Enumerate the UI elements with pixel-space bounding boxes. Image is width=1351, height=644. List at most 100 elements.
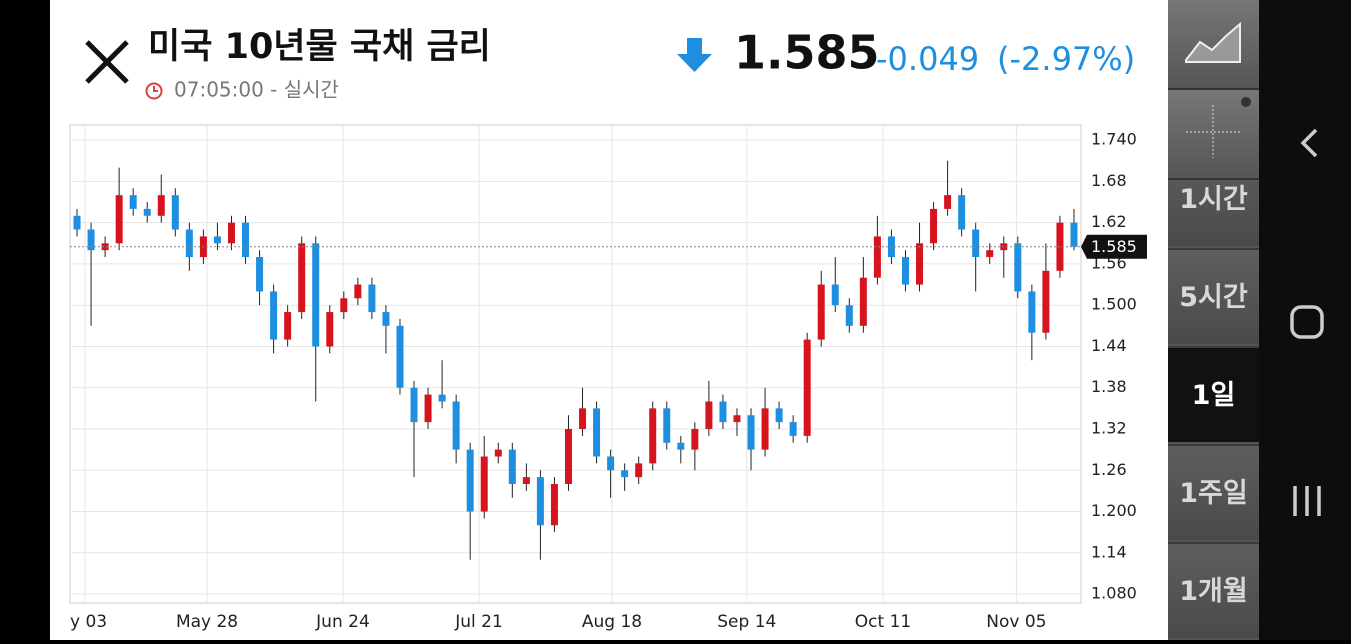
x-tick-label: Nov 05 <box>986 612 1046 632</box>
candle-body <box>747 415 755 450</box>
candle-body <box>354 284 362 299</box>
last-price-tag <box>1081 234 1147 259</box>
candle-body <box>312 243 320 347</box>
sidebar: 1시간 5시간 1일 1주일 1개월 <box>1168 0 1259 640</box>
candle-body <box>101 243 109 251</box>
candle-body <box>213 236 221 244</box>
y-tick-label: 1.68 <box>1091 171 1127 190</box>
candle-body <box>256 257 264 292</box>
candle-body <box>143 208 151 216</box>
candle-body <box>930 208 938 244</box>
x-tick-label: May 28 <box>176 612 238 632</box>
chart-type-button[interactable] <box>1168 0 1259 90</box>
candle-body <box>564 428 572 485</box>
x-tick-label: Jun 24 <box>315 612 370 632</box>
candle-body <box>873 236 881 278</box>
candle-body <box>396 325 404 388</box>
candle-body <box>677 442 685 450</box>
candle-body <box>382 312 390 326</box>
candle-body <box>368 284 376 313</box>
interval-button[interactable]: 1개월 <box>1168 542 1259 638</box>
y-tick-label: 1.080 <box>1091 584 1137 603</box>
candle-body <box>536 477 544 526</box>
candle-body <box>607 456 615 471</box>
candle-body <box>87 229 95 251</box>
candle-body <box>733 415 741 423</box>
candle-body <box>705 401 713 429</box>
x-tick-label: Sep 14 <box>717 612 776 632</box>
candle-body <box>508 449 516 485</box>
candle-body <box>171 195 179 230</box>
last-price-label: 1.585 <box>1091 237 1137 256</box>
y-tick-label: 1.62 <box>1091 212 1127 231</box>
change-pct: (-2.97%) <box>997 40 1135 78</box>
price: 1.585 <box>734 26 880 80</box>
candle-body <box>326 312 334 347</box>
candle-body <box>115 195 123 244</box>
candle-body <box>944 195 952 209</box>
candle-body <box>424 394 432 423</box>
x-tick-label: Oct 11 <box>855 612 911 632</box>
candle-body <box>719 401 727 423</box>
candle-body <box>593 408 601 457</box>
candle-body <box>522 477 530 485</box>
title: 미국 10년물 국채 금리 <box>148 27 491 67</box>
y-tick-label: 1.44 <box>1091 336 1127 355</box>
candle-body <box>410 387 418 423</box>
candle-body <box>775 408 783 423</box>
y-tick-label: 1.38 <box>1091 377 1127 396</box>
clock-icon <box>145 82 163 100</box>
x-tick-label: Jul 21 <box>454 612 503 632</box>
candle-body <box>73 215 81 230</box>
down-arrow <box>677 38 712 72</box>
candle-body <box>845 305 853 326</box>
candle-body <box>831 284 839 306</box>
crosshair-button[interactable] <box>1168 90 1259 180</box>
y-tick-label: 1.740 <box>1091 130 1137 149</box>
candle-body <box>284 312 292 340</box>
candle-body <box>1014 243 1022 292</box>
candle-body <box>663 408 671 443</box>
candle-body <box>986 250 994 258</box>
y-tick-label: 1.32 <box>1091 418 1127 437</box>
candle-body <box>958 195 966 230</box>
candle-body <box>550 484 558 526</box>
y-tick-label: 1.500 <box>1091 295 1137 314</box>
candle-body <box>242 222 250 258</box>
interval-button[interactable]: 5시간 <box>1168 248 1259 344</box>
main-panel: 미국 10년물 국채 금리 07:05:00 - 실시간 1.585 -0.04… <box>50 0 1168 640</box>
candle-body <box>1028 291 1036 333</box>
y-tick-label: 1.14 <box>1091 542 1127 561</box>
candle-body <box>916 243 924 285</box>
plot-frame <box>69 124 1082 604</box>
candle-body <box>803 339 811 436</box>
y-tick-label: 1.26 <box>1091 460 1127 479</box>
candle-body <box>649 408 657 464</box>
change: -0.049 <box>876 40 979 78</box>
candle-body <box>817 284 825 340</box>
close-button[interactable] <box>85 40 129 84</box>
recent-button[interactable] <box>1293 486 1321 516</box>
candle-body <box>480 456 488 512</box>
candle-body <box>185 229 193 258</box>
candle-body <box>157 195 165 216</box>
interval-button[interactable]: 1일 <box>1168 346 1259 442</box>
candle-body <box>691 428 699 450</box>
candle-body <box>901 257 909 285</box>
candle-body <box>298 243 306 313</box>
candle-body <box>761 408 769 450</box>
interval-button[interactable]: 1주일 <box>1168 444 1259 540</box>
candle-body <box>227 222 235 244</box>
candle-body <box>466 449 474 512</box>
x-tick-label: Aug 18 <box>582 612 642 632</box>
time: 07:05:00 - 실시간 <box>174 78 339 102</box>
back-button[interactable] <box>1300 128 1318 158</box>
candle-body <box>789 422 797 436</box>
nav-bar <box>1259 0 1351 640</box>
home-button[interactable] <box>1290 305 1324 339</box>
candle-body <box>129 195 137 209</box>
nav-icons <box>1290 128 1324 516</box>
candle-body <box>494 449 502 457</box>
candle-body <box>579 408 587 429</box>
